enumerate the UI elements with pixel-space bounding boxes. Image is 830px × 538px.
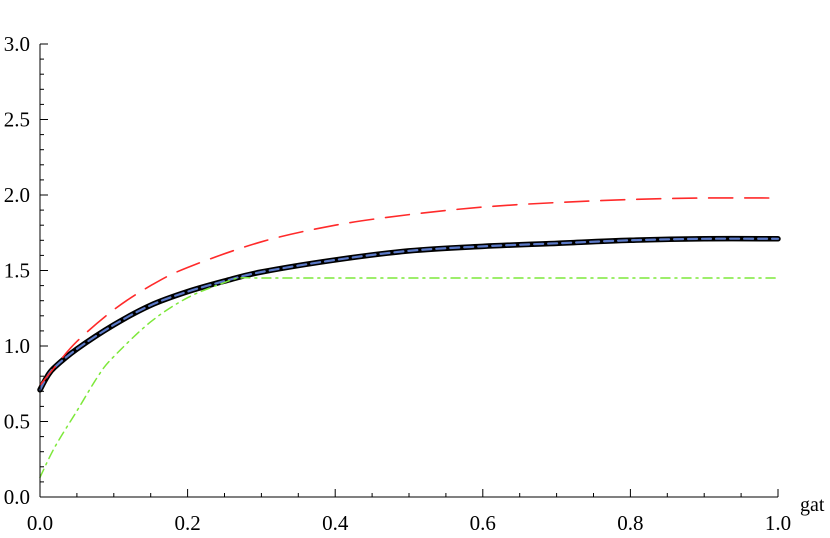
- y-tick-label: 2.5: [4, 108, 30, 132]
- x-ticks: 0.0 0.2 0.4 0.6 0.8 1.0: [27, 489, 791, 535]
- plot-area: [37, 197, 781, 479]
- y-tick-label: 3.0: [4, 32, 30, 56]
- x-tick-label: 0.4: [322, 511, 349, 535]
- x-axis-label: gat: [800, 494, 825, 516]
- series-line-3: [39, 197, 779, 387]
- series-line-1: [37, 235, 781, 393]
- series-line-2: [38, 237, 780, 391]
- x-tick-label: 1.0: [765, 511, 791, 535]
- x-tick-label: 0.0: [27, 511, 53, 535]
- x-tick-label: 0.2: [174, 511, 200, 535]
- y-tick-label: 1.5: [4, 259, 30, 283]
- x-tick-label: 0.8: [617, 511, 643, 535]
- y-tick-label: 2.0: [4, 183, 30, 207]
- y-ticks: 0.0 0.5 1.0 1.5 2.0 2.5 3.0: [4, 32, 48, 509]
- y-tick-label: 1.0: [4, 334, 30, 358]
- y-tick-label: 0.0: [4, 485, 30, 509]
- axes: 0.0 0.2 0.4 0.6 0.8 1.0 0.0 0.5 1.0 1.5 2.0 2.5 3.0…: [4, 32, 825, 535]
- x-tick-label: 0.6: [470, 511, 496, 535]
- series-line-4: [39, 276, 779, 479]
- y-tick-label: 0.5: [4, 410, 30, 434]
